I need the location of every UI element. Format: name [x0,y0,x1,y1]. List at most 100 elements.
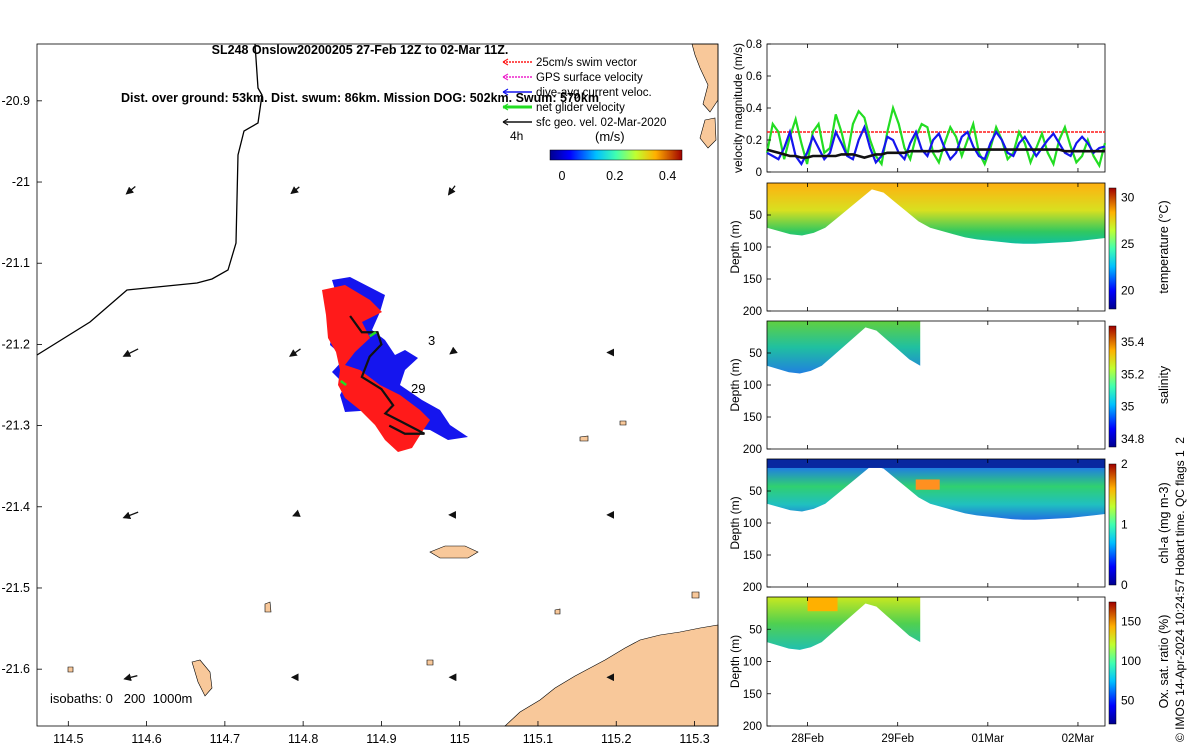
colorbar-label: chl-a (mg m-3) [1157,482,1171,563]
heatmap-data-area [767,183,1105,244]
map-y-tick-label: -21.6 [2,662,31,676]
colorbar-tick-label: 50 [1121,693,1135,707]
geo-velocity-arrow [289,348,301,357]
legend-arrowhead [502,103,509,111]
geo-velocity-arrow [122,348,139,357]
map-y-tick-label: -21.1 [2,256,31,270]
track-map: 3 29 isobaths: 0 200 1000m 114.5 114.6 114… [2,43,719,746]
legend-item-swim: 25cm/s swim vector [502,57,637,69]
y-tick-label: 50 [749,486,762,498]
map-y-tick-label: -21.2 [2,337,31,351]
track-line [349,315,425,435]
y-tick-label: 200 [743,444,762,456]
time-tick-label: 01Mar [972,733,1005,745]
heatmap-panel-4: 50 100 150 200 Depth (m) 0 1 2 chl-a (mg m-3) [728,457,1171,594]
map-x-axis: 114.5 114.6 114.7 114.8 114.9 115 115.1 115.2 11… [53,721,710,746]
legend-label: dive-avg current veloc. [536,87,652,99]
land-island-east [699,117,717,149]
legend-item-gps: GPS surface velocity [502,72,643,84]
colorbar-tick-label: 1 [1121,518,1128,532]
heatmap-panel-2: 50 100 150 200 Depth (m) 20 25 30 temperature (°… [728,182,1171,318]
heatmap-peak-patch [915,479,940,490]
y-tick-label: 0.6 [746,71,762,83]
colorbar-label: salinity [1157,365,1171,404]
legend-label: net glider velocity [536,102,625,114]
y-tick-label: 100 [743,380,762,392]
colorbar-tick-label: 2 [1121,457,1128,471]
glider-track [339,315,425,435]
legend-arrowhead [502,118,509,126]
speed-colorbar [549,149,683,161]
y-axis-label: Depth (m) [728,496,742,549]
colorbar-tick-label: 0 [559,169,566,183]
geo-velocity-vectors [122,185,615,682]
land-islet-b [579,435,589,442]
legend-item-current: dive-avg current veloc. [502,87,652,99]
series-line-current [766,123,1106,167]
colorbar-tick-label: 20 [1121,283,1135,297]
land-islet-c [554,608,561,615]
colorbar-tick-label: 0.2 [606,169,623,183]
map-x-tick-label: 114.8 [288,732,318,746]
map-x-tick-label: 114.5 [53,732,83,746]
y-tick-label: 100 [743,657,762,669]
y-tick-label: 0 [756,167,762,179]
track-annotation-3: 3 [428,333,435,348]
geo-velocity-arrow [292,509,301,517]
land-island-north-east [691,43,719,113]
colorbar-tick-label: 0.4 [659,169,676,183]
colorbar-tick-label: 35.4 [1121,335,1145,349]
legend-label: 25cm/s swim vector [536,57,637,69]
map-x-tick-label: 115.1 [523,732,553,746]
land-islet-a [264,601,272,613]
map-legend: 25cm/s swim vector GPS surface velocity di… [502,57,666,129]
colorbar-tick-label: 0 [1121,578,1128,592]
y-tick-label: 150 [743,550,762,562]
time-axis: 28Feb 29Feb 01Mar 02Mar [791,44,1094,745]
land-mainland-south [504,624,719,727]
colorbar [1108,601,1117,725]
land-island-mid [429,545,479,559]
map-y-tick-label: -20.9 [2,94,31,108]
land-islet-f [619,420,627,426]
y-tick-label: 0.8 [746,39,762,51]
y-axis-label: velocity magnitude (m/s) [731,43,745,173]
heatmap-data-area [767,597,921,650]
series-line-net [765,104,1107,169]
colorbar-tick-label: 150 [1121,615,1141,629]
y-axis-label: Depth (m) [728,635,742,688]
time-tick-label: 29Feb [881,733,914,745]
colorbar-label: temperature (°C) [1157,200,1171,293]
colorbar [1108,187,1117,310]
colorbar-tick-label: 34.8 [1121,432,1145,446]
legend-arrowhead [502,73,509,81]
geo-velocity-arrow [122,511,139,519]
colorbar-tick-label: 30 [1121,190,1135,204]
land-islet-e [691,591,700,599]
net-velocity-mark [339,379,347,387]
y-tick-label: 200 [743,306,762,318]
y-tick-label: 150 [743,274,762,286]
series-line-geo [766,148,1105,159]
heatmap-panel-5: 50 100 150 200 Depth (m) 50 100 150 Ox. sat. rat… [728,596,1171,733]
land-island-west [191,659,213,697]
heatmap-peak-patch [807,597,838,612]
map-x-tick-label: 114.7 [210,732,240,746]
y-tick-label: 100 [743,518,762,530]
geo-velocity-arrow [125,186,136,195]
net-velocity-mark [368,331,377,338]
colorbar [1108,463,1117,586]
y-tick-label: 200 [743,582,762,594]
title-line-1: SL248 Onslow20200205 27-Feb 12Z to 02-Ma… [211,43,509,57]
land-islet-g [67,666,74,673]
map-y-tick-label: -21.5 [2,581,31,595]
legend-label: GPS surface velocity [536,72,643,84]
heatmap-data-area [767,321,921,374]
swim-vector-swarm [322,285,430,452]
colorbar-title: (m/s) [595,129,625,144]
map-y-tick-label: -21.3 [2,419,31,433]
map-x-tick-label: 115.3 [679,732,709,746]
colorbar-ticks: 0 0.2 0.4 [559,169,677,183]
time-tick-label: 28Feb [791,733,824,745]
